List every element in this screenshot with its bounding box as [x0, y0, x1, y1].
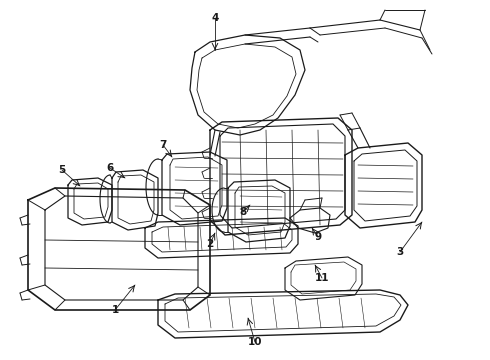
Text: 2: 2: [206, 239, 214, 249]
Text: 11: 11: [315, 273, 329, 283]
Text: 8: 8: [240, 207, 246, 217]
Text: 7: 7: [159, 140, 167, 150]
Text: 5: 5: [58, 165, 66, 175]
Text: 4: 4: [211, 13, 219, 23]
Text: 9: 9: [315, 232, 321, 242]
Text: 6: 6: [106, 163, 114, 173]
Text: 3: 3: [396, 247, 404, 257]
Text: 1: 1: [111, 305, 119, 315]
Text: 10: 10: [248, 337, 262, 347]
